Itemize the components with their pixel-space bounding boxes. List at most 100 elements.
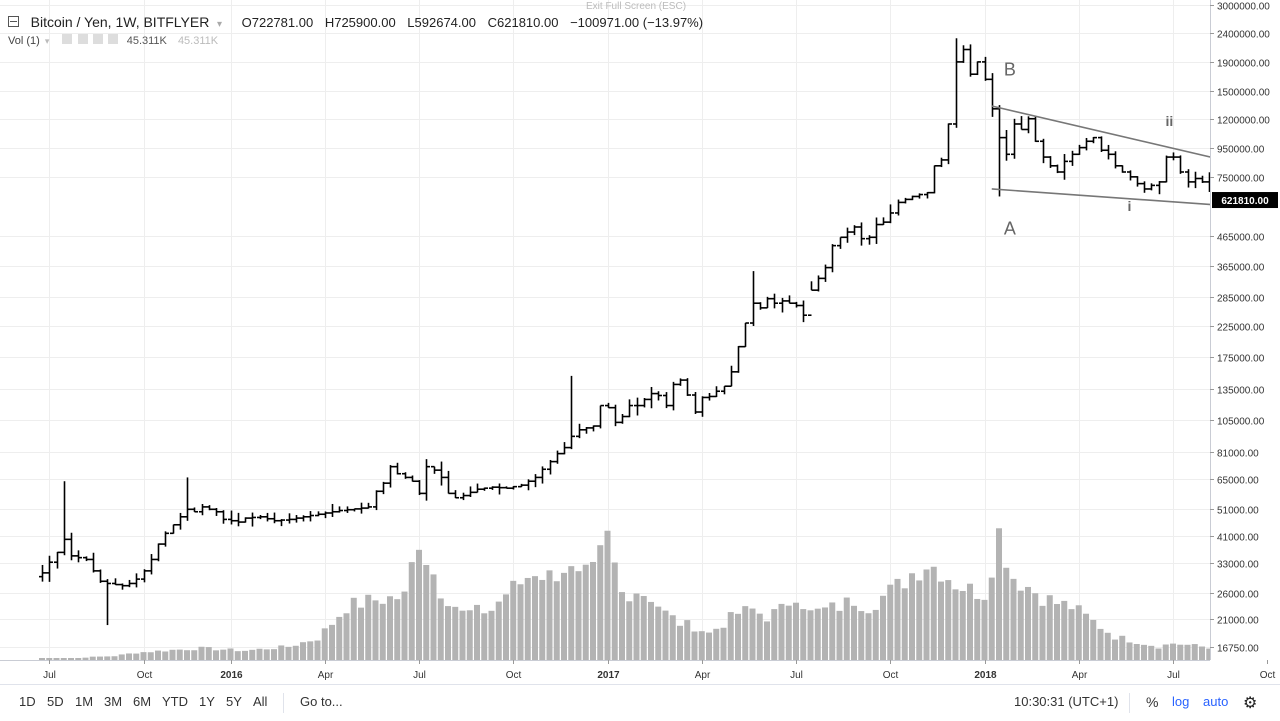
ohlc-bar (1185, 169, 1192, 188)
ohlc-bar (858, 222, 865, 246)
percent-toggle[interactable]: % (1146, 694, 1159, 710)
volume-bar (590, 561, 596, 660)
ohlc-bar (344, 506, 351, 513)
volume-bar (1184, 644, 1191, 660)
ohlc-bar (329, 503, 336, 517)
range-1m[interactable]: 1M (75, 694, 94, 709)
volume-bars (39, 528, 1280, 660)
volume-bar (60, 658, 67, 660)
x-tick-label: Apr (695, 670, 711, 681)
wedge-trendline (991, 188, 1280, 211)
settings-icon[interactable] (77, 34, 88, 44)
ohlc-bar (1032, 116, 1039, 143)
volume-bar (278, 645, 285, 660)
ohlc-bar (199, 503, 206, 516)
range-6m[interactable]: 6M (133, 694, 152, 709)
y-tick-label: 950000.00 (1217, 145, 1265, 156)
y-tick-label: 105000.00 (1217, 417, 1265, 428)
ohlc-bar (786, 295, 793, 304)
volume-bar (1017, 590, 1024, 660)
dropdown-icon[interactable]: ▾ (44, 36, 50, 46)
volume-bar (198, 646, 205, 660)
ohlc-bar (851, 225, 858, 236)
volume-bar (82, 657, 89, 660)
ohlc-bar (663, 392, 670, 409)
volume-bar (640, 596, 647, 660)
exit-fullscreen-hint[interactable]: Exit Full Screen (ESC) (586, 1, 687, 12)
volume-bar (53, 658, 60, 660)
volume-bar (133, 653, 140, 660)
more-icon[interactable] (107, 34, 118, 44)
volume-bar (626, 601, 633, 660)
range-1y[interactable]: 1Y (199, 694, 215, 709)
volume-bar (162, 651, 169, 660)
symbol-title[interactable]: Bitcoin / Yen, 1W, BITFLYER (30, 14, 210, 30)
y-tick-label: 21000.00 (1217, 616, 1259, 627)
ohlc-bar (235, 512, 242, 527)
volume-bar (662, 610, 669, 660)
volume-bar (698, 631, 705, 660)
price-chart[interactable]: BAiiiiiiivvC 3000000.002400000.001900000… (0, 0, 1280, 684)
ohlc-bar (1192, 171, 1199, 189)
ohlc-bar (39, 564, 46, 582)
volume-bar (437, 598, 444, 660)
y-tick-label: 365000.00 (1217, 263, 1265, 274)
price-axis[interactable]: 3000000.00 2400000.00 1900000.00 1500000.00… (1210, 0, 1280, 684)
volume-bar (68, 658, 74, 660)
log-toggle[interactable]: log (1172, 694, 1190, 709)
ohlc-bar (191, 507, 198, 513)
y-tick-label: 3000000.00 (1217, 2, 1270, 13)
volume-bar (104, 656, 111, 660)
ohlc-bar (177, 512, 184, 530)
collapse-icon[interactable] (8, 16, 19, 27)
volume-bar (1177, 644, 1184, 660)
volume-bar (974, 598, 981, 660)
time-axis[interactable]: Jul Oct 2016 Apr Jul Oct 2017 Apr Jul Oct 2018 Apr J… (0, 660, 1280, 681)
y-tick-label: 225000.00 (1217, 323, 1265, 334)
wave-label: i (1128, 198, 1132, 214)
ohlc-bar (655, 391, 662, 401)
volume-bar (481, 613, 488, 660)
dropdown-icon[interactable]: ▾ (216, 19, 222, 30)
auto-toggle[interactable]: auto (1203, 694, 1229, 709)
ohlc-bar (1156, 181, 1163, 195)
ohlc-bar (1025, 116, 1032, 134)
volume-bar (967, 583, 973, 660)
price-bars (39, 38, 1280, 626)
volume-bar (778, 603, 785, 660)
clock-timezone[interactable]: 10:30:31 (UTC+1) (1014, 694, 1119, 709)
volume-bar (408, 562, 415, 660)
range-1d[interactable]: 1D (19, 694, 36, 709)
volume-bar (945, 580, 952, 660)
ohlc-bar (467, 486, 474, 498)
volume-bar (176, 649, 183, 660)
volume-bar (350, 597, 357, 660)
y-tick-label: 26000.00 (1217, 590, 1259, 601)
ohlc-bar (945, 123, 952, 165)
volume-bar (858, 611, 865, 660)
goto-button[interactable]: Go to... (300, 694, 343, 709)
range-all[interactable]: All (253, 694, 268, 709)
ohlc-bar (684, 378, 691, 396)
volume-bar (785, 605, 792, 660)
volume-bar (147, 652, 154, 660)
range-ytd[interactable]: YTD (162, 694, 188, 709)
range-5d[interactable]: 5D (47, 694, 64, 709)
gear-icon[interactable]: ⚙ (1243, 695, 1258, 712)
range-3m[interactable]: 3M (104, 694, 123, 709)
volume-bar (655, 606, 662, 660)
range-5y[interactable]: 5Y (226, 694, 242, 709)
trendlines[interactable] (991, 105, 1280, 215)
volume-indicator-label[interactable]: Vol (1) (8, 35, 40, 47)
eye-icon[interactable] (62, 34, 73, 44)
ohlc-bar (351, 508, 358, 512)
ohlc-bar (257, 515, 264, 520)
volume-bar (89, 656, 96, 660)
ohlc-bar (162, 531, 169, 547)
y-tick-label: 1200000.00 (1217, 116, 1270, 127)
ohlc-bar (322, 511, 329, 519)
toolbar-divider (283, 693, 284, 713)
ohlc-bar (1170, 152, 1177, 161)
close-icon[interactable] (92, 34, 103, 44)
x-tick-label: 2018 (974, 670, 997, 681)
